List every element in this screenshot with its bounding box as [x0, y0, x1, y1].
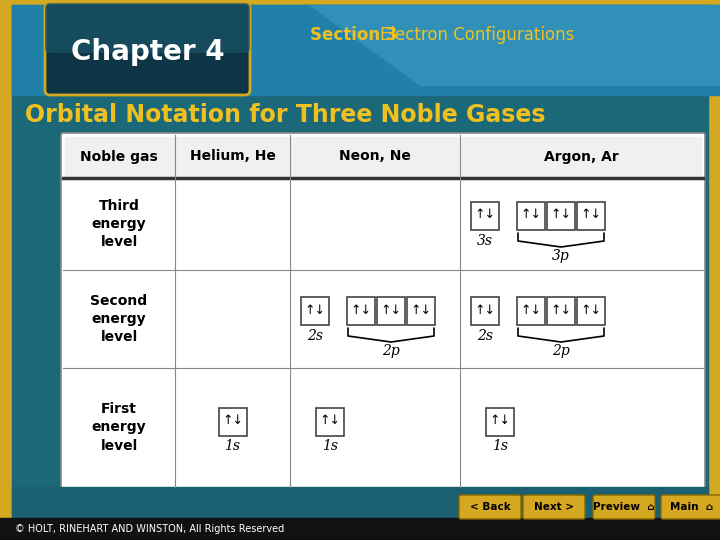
Text: < Back: < Back [469, 502, 510, 512]
Text: Section 3: Section 3 [310, 26, 397, 44]
Text: 3p: 3p [552, 249, 570, 263]
Text: ↑↓: ↑↓ [551, 208, 572, 221]
Text: ↑↓: ↑↓ [380, 303, 402, 316]
Text: ↑↓: ↑↓ [474, 303, 495, 316]
Text: 2s: 2s [477, 329, 493, 343]
FancyBboxPatch shape [523, 495, 585, 519]
Bar [377, 297, 405, 325]
Bar [577, 202, 605, 230]
Text: © HOLT, RINEHART AND WINSTON, All Rights Reserved: © HOLT, RINEHART AND WINSTON, All Rights… [15, 524, 284, 534]
Text: Next >: Next > [534, 502, 574, 512]
Text: Electron Configurations: Electron Configurations [380, 26, 575, 44]
Text: Argon, Ar: Argon, Ar [544, 150, 619, 164]
Text: Neon, Ne: Neon, Ne [339, 150, 411, 164]
Bar [218, 408, 246, 435]
Text: ↑↓: ↑↓ [580, 208, 601, 221]
Text: 2p: 2p [382, 344, 400, 358]
Bar [12, 487, 708, 535]
Text: 2s: 2s [307, 329, 323, 343]
Bar [0, 518, 720, 540]
Text: 3s: 3s [477, 234, 493, 248]
Text: ↑↓: ↑↓ [410, 303, 431, 316]
Bar [577, 297, 605, 325]
Text: Main  ⌂: Main ⌂ [670, 502, 714, 512]
Text: ↑↓: ↑↓ [222, 414, 243, 427]
Bar [347, 297, 375, 325]
Bar [301, 297, 329, 325]
Text: ↑↓: ↑↓ [521, 208, 541, 221]
Text: ↑↓: ↑↓ [521, 303, 541, 316]
Text: Second
energy
level: Second energy level [91, 294, 148, 345]
Bar [0, 0, 12, 540]
Text: 1s: 1s [322, 440, 338, 454]
Text: 2p: 2p [552, 344, 570, 358]
Text: Orbital Notation for Three Noble Gases: Orbital Notation for Three Noble Gases [25, 103, 546, 127]
Text: 1s: 1s [492, 440, 508, 454]
Text: ↑↓: ↑↓ [490, 414, 510, 427]
FancyBboxPatch shape [593, 495, 655, 519]
Bar [316, 408, 344, 435]
Text: ↑↓: ↑↓ [320, 414, 341, 427]
Text: Helium, He: Helium, He [189, 150, 276, 164]
Bar [65, 137, 701, 177]
Bar [471, 202, 499, 230]
Bar [517, 297, 545, 325]
Bar [0, 535, 720, 540]
Bar [0, 0, 720, 5]
Text: Preview  ⌂: Preview ⌂ [593, 502, 654, 512]
FancyBboxPatch shape [45, 3, 250, 95]
Text: ↑↓: ↑↓ [474, 208, 495, 221]
Text: Chapter 4: Chapter 4 [71, 38, 225, 66]
Text: Third
energy
level: Third energy level [91, 199, 146, 249]
Bar [486, 408, 514, 435]
Text: Noble gas: Noble gas [80, 150, 158, 164]
FancyBboxPatch shape [45, 3, 250, 53]
Bar [471, 297, 499, 325]
Polygon shape [12, 5, 720, 95]
Bar [547, 202, 575, 230]
Text: ↑↓: ↑↓ [351, 303, 372, 316]
Bar [708, 0, 720, 540]
Polygon shape [310, 5, 720, 85]
Text: ↑↓: ↑↓ [551, 303, 572, 316]
FancyBboxPatch shape [459, 495, 521, 519]
Text: ↑↓: ↑↓ [580, 303, 601, 316]
Text: 1s: 1s [225, 440, 240, 454]
Bar [517, 202, 545, 230]
FancyBboxPatch shape [61, 133, 705, 489]
Text: First
energy
level: First energy level [91, 402, 146, 453]
Text: ↑↓: ↑↓ [305, 303, 325, 316]
Bar [407, 297, 435, 325]
Bar [547, 297, 575, 325]
FancyBboxPatch shape [661, 495, 720, 519]
